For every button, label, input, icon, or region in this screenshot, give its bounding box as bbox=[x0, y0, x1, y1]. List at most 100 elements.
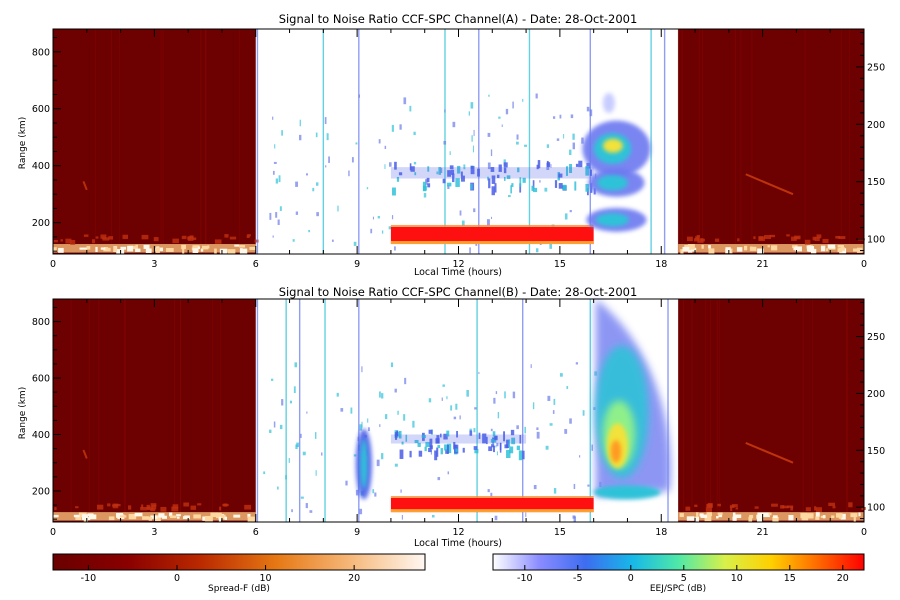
daytime-speck-b bbox=[524, 426, 526, 434]
bottom-speck-dark-b-1 bbox=[782, 505, 789, 509]
feature-150km-a bbox=[533, 187, 538, 193]
daytime-speck-a bbox=[384, 145, 387, 150]
daytime-speck-a bbox=[447, 184, 450, 190]
daytime-speck-a bbox=[559, 114, 562, 119]
bottom-speck-dark-b-1 bbox=[685, 506, 691, 511]
bottom-speck-dark-a-1 bbox=[769, 234, 776, 238]
bottom-speck-a-1 bbox=[839, 248, 847, 254]
daytime-speck-a bbox=[581, 137, 584, 144]
daytime-speck-a bbox=[399, 124, 402, 130]
colorbar-tick-label-1-6: 20 bbox=[837, 573, 849, 584]
x-axis-label-b: Local Time (hours) bbox=[414, 538, 502, 549]
bottom-speck-dark-a-1 bbox=[816, 234, 822, 239]
bottom-speck-b-1 bbox=[695, 516, 700, 523]
bottom-speck-b-0 bbox=[218, 514, 226, 520]
daytime-speck-b bbox=[447, 471, 450, 475]
bottom-speck-a-0 bbox=[181, 244, 186, 250]
y-tick-label-left-b-1: 400 bbox=[32, 430, 50, 441]
bottom-speck-dark-b-0 bbox=[244, 504, 252, 510]
feature-150km-b bbox=[473, 446, 478, 450]
bottom-speck-dark-a-0 bbox=[83, 234, 89, 237]
daytime-speck-b bbox=[575, 362, 578, 365]
daytime-speck-a bbox=[475, 242, 478, 246]
feature-150km-a bbox=[569, 164, 573, 174]
bottom-speck-a-0 bbox=[192, 247, 199, 253]
colorbar-tick-label-1-2: 0 bbox=[628, 573, 634, 584]
daytime-speck-b bbox=[496, 442, 499, 447]
bottom-speck-b-1 bbox=[700, 514, 708, 518]
feature-150km-a bbox=[494, 183, 497, 193]
daytime-speck-a bbox=[378, 139, 381, 144]
y-tick-label-right-a-1: 150 bbox=[867, 177, 885, 188]
daytime-speck-b bbox=[281, 399, 284, 406]
bottom-speck-b-0 bbox=[193, 514, 201, 519]
daytime-speck-b bbox=[532, 402, 535, 410]
daytime-speck-a bbox=[391, 124, 394, 132]
feature-150km-a bbox=[503, 167, 507, 174]
night-block-b-0 bbox=[53, 299, 256, 522]
daytime-speck-b bbox=[300, 433, 302, 438]
x-tick-label-a-3: 9 bbox=[354, 259, 360, 270]
feature-150km-b bbox=[444, 444, 448, 451]
feature-150km-b bbox=[447, 444, 449, 454]
feature-150km-a bbox=[460, 171, 463, 176]
daytime-speck-a bbox=[272, 116, 274, 120]
feature-150km-b bbox=[503, 431, 506, 442]
daytime-speck-b bbox=[455, 403, 458, 410]
chart-title-a: Signal to Noise Ratio CCF-SPC Channel(A)… bbox=[279, 12, 638, 26]
feature-150km-b bbox=[519, 435, 522, 444]
colorbar-tick-label-1-5: 15 bbox=[784, 573, 796, 584]
daytime-speck-b bbox=[306, 411, 308, 414]
daytime-speck-a bbox=[491, 216, 493, 220]
colorbar-tick-label-0-3: 20 bbox=[348, 573, 360, 584]
daytime-speck-b bbox=[453, 416, 457, 420]
bottom-speck-dark-b-1 bbox=[730, 506, 733, 512]
x-tick-label-b-5: 15 bbox=[554, 527, 566, 538]
y-axis-label-b: Range (km) bbox=[18, 387, 28, 439]
feature-eej-top-b bbox=[390, 496, 594, 499]
bottom-speck-dark-a-0 bbox=[70, 239, 76, 245]
plot-area-b bbox=[53, 299, 866, 523]
daytime-speck-a bbox=[535, 93, 538, 99]
bottom-speck-dark-a-0 bbox=[108, 236, 114, 240]
daytime-speck-b bbox=[497, 412, 500, 419]
bottom-speck-b-1 bbox=[853, 517, 856, 523]
bottom-speck-a-1 bbox=[680, 249, 684, 254]
bottom-speck-b-0 bbox=[142, 516, 150, 520]
colorbar-spread-f-gradient bbox=[52, 553, 426, 571]
feature-150km-a bbox=[394, 161, 397, 170]
bottom-speck-b-1 bbox=[679, 513, 684, 518]
feature-eej-edge-b bbox=[390, 509, 594, 513]
daytime-speck-b bbox=[512, 391, 516, 399]
bottom-speck-a-0 bbox=[53, 247, 57, 253]
bottom-speck-b-1 bbox=[763, 512, 770, 518]
bottom-speck-dark-a-1 bbox=[758, 236, 765, 242]
daytime-speck-a bbox=[469, 247, 471, 254]
daytime-speck-a bbox=[308, 229, 311, 233]
bottom-speck-a-0 bbox=[166, 247, 174, 252]
bottom-speck-b-0 bbox=[128, 514, 137, 520]
feature-150km-a bbox=[410, 166, 415, 172]
bottom-speck-a-1 bbox=[795, 246, 802, 252]
daytime-speck-b bbox=[294, 362, 298, 368]
feature-150km-a bbox=[517, 167, 520, 173]
bottom-speck-dark-a-0 bbox=[229, 236, 237, 240]
daytime-speck-b bbox=[582, 410, 585, 416]
daytime-speck-a bbox=[544, 187, 548, 192]
bottom-speck-dark-b-1 bbox=[832, 505, 836, 509]
bottom-speck-b-0 bbox=[116, 512, 124, 518]
bottom-band-b-1 bbox=[678, 512, 864, 521]
bottom-speck-a-1 bbox=[736, 247, 743, 252]
bottom-speck-b-0 bbox=[53, 514, 59, 518]
bottom-speck-dark-a-1 bbox=[696, 234, 701, 238]
bottom-speck-dark-a-1 bbox=[764, 235, 771, 239]
bottom-speck-a-0 bbox=[192, 245, 200, 249]
bottom-speck-dark-b-0 bbox=[160, 506, 167, 512]
daytime-speck-b bbox=[302, 451, 306, 456]
feature-150km-a bbox=[506, 175, 511, 180]
daytime-speck-a bbox=[326, 133, 329, 141]
feature-150km-a bbox=[470, 183, 473, 190]
bottom-speck-dark-a-0 bbox=[172, 238, 179, 244]
daytime-speck-b bbox=[367, 418, 369, 423]
feature-150km-b bbox=[429, 438, 433, 448]
